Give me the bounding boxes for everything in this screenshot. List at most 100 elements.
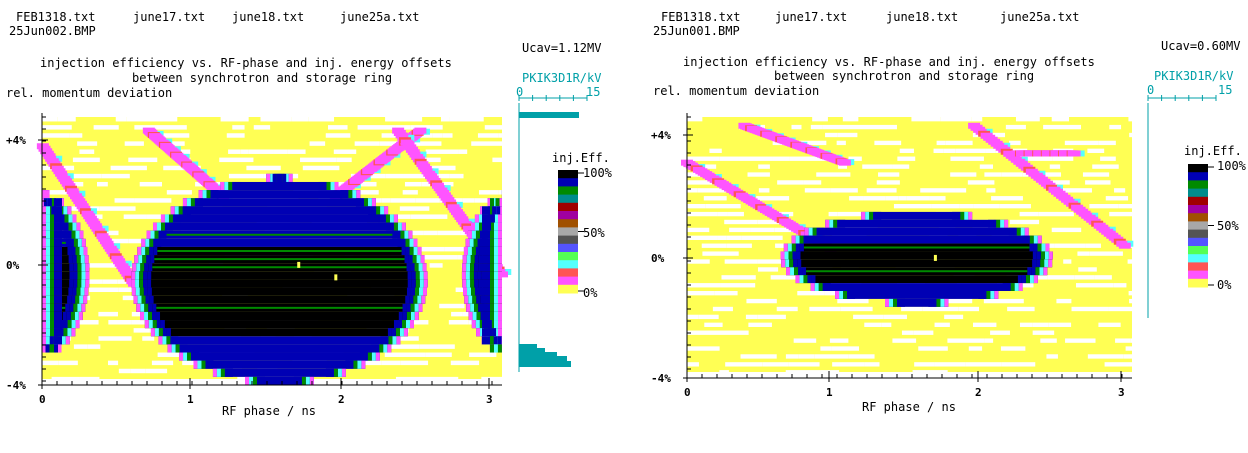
heatmap-gap — [687, 235, 718, 240]
efficiency-bucket-edge — [266, 173, 271, 182]
efficiency-bucket-edge — [1048, 259, 1053, 268]
edge-bucket-left-edge — [58, 287, 62, 296]
efficiency-bucket-edge — [847, 291, 852, 299]
heatmap-gap — [382, 344, 420, 349]
efficiency-bucket-edge — [135, 279, 140, 288]
heatmap-gap — [1009, 219, 1040, 225]
file-tab-2[interactable]: june17.txt — [133, 10, 206, 24]
edge-bucket-left-edge — [46, 222, 50, 231]
efficiency-bucket-edge — [1032, 251, 1037, 260]
edge-bucket-right-edge — [478, 255, 483, 264]
edge-bucket-left-edge — [58, 311, 62, 321]
edge-bucket-left-edge — [75, 246, 80, 256]
edge-bucket-right-edge — [490, 320, 494, 329]
edge-bucket-left-edge — [79, 230, 84, 239]
efficiency-bucket-edge — [348, 190, 353, 199]
separatrix-stripe — [456, 201, 463, 208]
file-tab-2[interactable]: june17.txt — [775, 10, 848, 24]
efficiency-bucket-edge — [960, 211, 965, 220]
efficiency-bucket-edge — [936, 298, 941, 307]
efficiency-bucket-edge — [411, 271, 416, 280]
efficiency-bucket-edge — [212, 368, 217, 377]
efficiency-bucket-edge — [153, 238, 158, 247]
efficiency-bucket-edge — [198, 190, 203, 199]
separatrix-stripe — [414, 127, 427, 134]
efficiency-bucket-edge — [363, 198, 368, 207]
file-tab-1[interactable]: FEB1318.txt — [16, 10, 96, 24]
heatmap-gap — [1046, 354, 1058, 359]
pkik-tick-15: 15 — [1218, 83, 1233, 97]
heatmap-gap — [287, 149, 306, 154]
edge-bucket-right-edge — [498, 222, 502, 231]
edge-bucket-left-edge — [60, 222, 65, 231]
edge-bucket-left-edge — [51, 198, 56, 207]
heatmap-gap — [1076, 283, 1114, 288]
efficiency-bucket-edge — [405, 246, 410, 256]
heatmap-gap — [913, 330, 934, 335]
heatmap-gap — [1077, 251, 1090, 256]
heatmap-gap — [687, 259, 710, 264]
efficiency-bucket-edge — [391, 328, 396, 337]
edge-bucket-left-edge — [58, 328, 62, 337]
efficiency-bucket-edge — [1048, 251, 1053, 260]
efficiency-bucket-edge — [1039, 267, 1044, 276]
file-tab-3[interactable]: june18.txt — [886, 10, 959, 24]
edge-bucket-right-edge — [474, 303, 479, 312]
separatrix-stripe — [1078, 150, 1085, 157]
efficiency-bucket-edge — [356, 190, 361, 199]
edge-bucket-left-edge — [42, 263, 46, 272]
colorbar-swatch — [1188, 229, 1208, 239]
legend-label-50: 50% — [583, 226, 605, 240]
edge-bucket-left — [42, 255, 89, 264]
file-tab-3[interactable]: june18.txt — [232, 10, 305, 24]
efficiency-bucket-edge — [397, 222, 402, 231]
efficiency-bucket-edge — [293, 376, 298, 385]
pkik-bar — [519, 361, 571, 367]
file-tab-1[interactable]: FEB1318.txt — [661, 10, 741, 24]
efficiency-bucket-edge — [795, 235, 800, 244]
edge-bucket-right-edge — [490, 214, 495, 223]
efficiency-bucket-edge — [329, 368, 334, 377]
efficiency-bucket-edge — [381, 214, 386, 223]
edge-bucket-left-edge — [47, 198, 52, 207]
edge-bucket-left-edge — [46, 271, 50, 280]
efficiency-bucket-edge — [341, 368, 346, 377]
heatmap-gap — [458, 149, 468, 154]
y-axis-label: rel. momentum deviation — [6, 86, 173, 100]
efficiency-bucket-stripe — [803, 246, 1030, 249]
edge-bucket-right-edge — [474, 214, 479, 223]
efficiency-bucket-edge — [395, 328, 400, 337]
separatrix-stripe — [838, 159, 851, 166]
edge-bucket-left-edge — [76, 255, 81, 264]
edge-bucket-right-edge — [474, 263, 479, 272]
edge-bucket-left-edge — [50, 295, 54, 304]
efficiency-bucket-edge — [1029, 243, 1034, 252]
efficiency-bucket-edge — [816, 227, 821, 236]
efficiency-bucket-edge — [337, 368, 342, 377]
separatrix-stripe — [79, 190, 86, 197]
edge-bucket-left-edge — [46, 295, 50, 304]
efficiency-bucket-edge — [408, 255, 413, 264]
heatmap-gap — [687, 180, 714, 185]
efficiency-bucket-edge — [419, 279, 424, 288]
efficiency-bucket-edge — [236, 181, 241, 191]
y-tick-label: -4% — [6, 379, 26, 392]
file-tab-4[interactable]: june25a.txt — [340, 10, 420, 24]
efficiency-bucket-edge — [794, 267, 799, 276]
edge-bucket-left-edge — [42, 303, 46, 312]
edge-bucket-right-edge — [482, 303, 486, 312]
heatmap-gap — [720, 283, 756, 288]
heatmap-gap — [747, 172, 770, 177]
efficiency-bucket-edge — [144, 311, 149, 321]
heatmap-gap — [42, 360, 59, 366]
legend-label-100: 100% — [583, 166, 612, 180]
file-tab-4[interactable]: june25a.txt — [1000, 10, 1080, 24]
efficiency-bucket-edge — [131, 279, 136, 288]
efficiency-bucket — [861, 211, 973, 220]
efficiency-bucket-edge — [407, 271, 412, 280]
pkik-bar — [519, 352, 557, 358]
efficiency-bucket-edge — [410, 287, 415, 296]
heatmap-gap — [791, 124, 802, 130]
heatmap-gap — [394, 214, 411, 219]
separatrix-stripe — [114, 243, 121, 250]
